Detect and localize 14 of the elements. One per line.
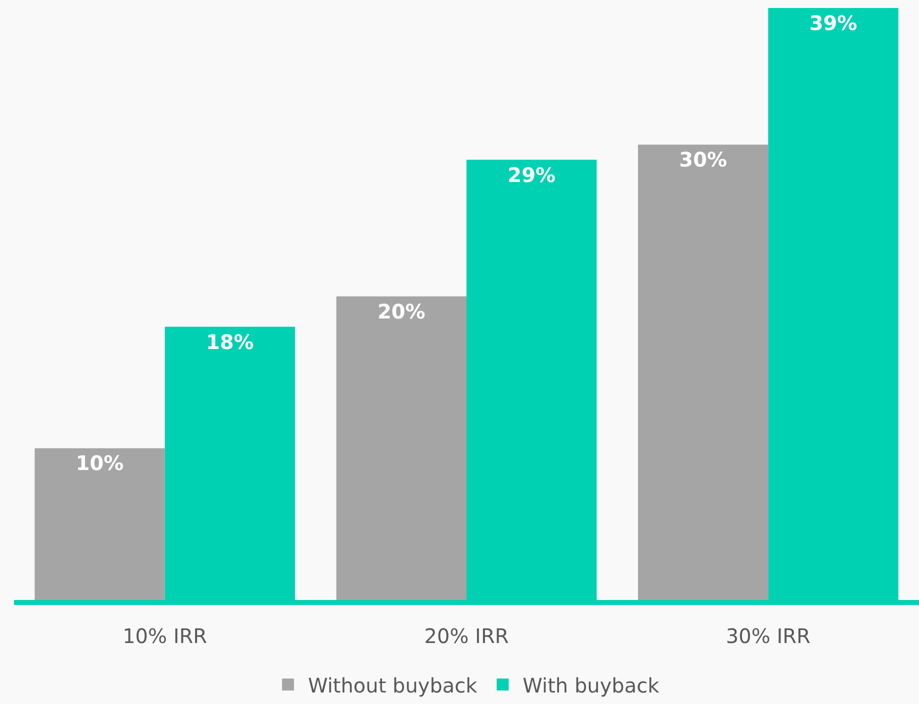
data-label: 20% xyxy=(377,299,426,324)
bar xyxy=(34,448,165,600)
bar xyxy=(336,296,466,600)
bar xyxy=(638,144,768,600)
data-label: 39% xyxy=(809,11,858,35)
data-label: 18% xyxy=(206,330,254,354)
data-label: 29% xyxy=(508,162,556,187)
x-tick-label: 30% IRR xyxy=(726,624,811,648)
x-tick-label: 10% IRR xyxy=(122,624,208,648)
legend-label: With buyback xyxy=(522,673,660,698)
legend-label: Without buyback xyxy=(308,673,478,698)
data-label: 30% xyxy=(679,148,728,172)
data-label: 10% xyxy=(76,451,124,476)
x-tick-label: 20% IRR xyxy=(424,624,509,648)
